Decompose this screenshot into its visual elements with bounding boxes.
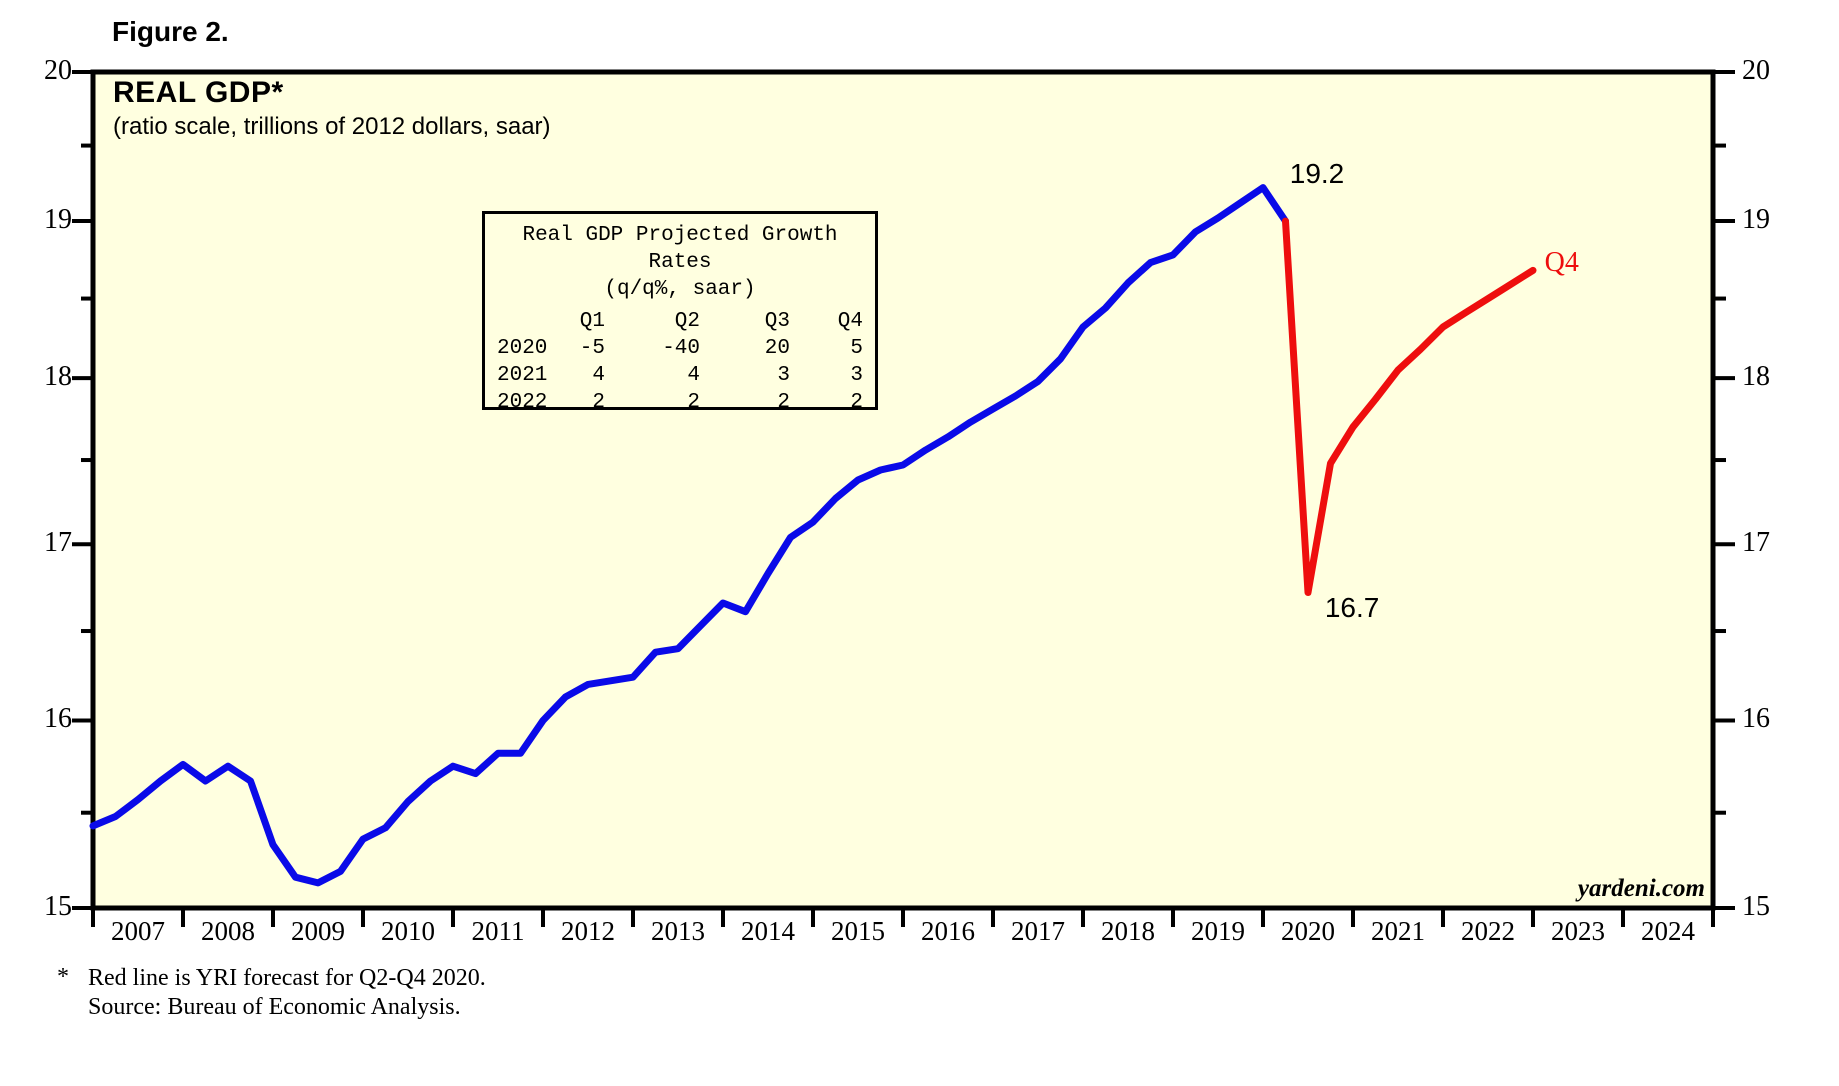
y-axis-label-left: 20 bbox=[44, 55, 72, 86]
x-axis-label: 2015 bbox=[831, 916, 885, 946]
y-axis-label-left: 18 bbox=[44, 361, 72, 393]
table-cell: 2 bbox=[592, 391, 605, 414]
table-cell: -40 bbox=[662, 337, 700, 360]
table-cell: Q3 bbox=[764, 310, 790, 333]
table-cell: 2 bbox=[687, 391, 700, 414]
table-cell: Q2 bbox=[674, 310, 700, 333]
x-axis-label: 2008 bbox=[201, 916, 255, 946]
y-axis-label-right: 19 bbox=[1742, 204, 1770, 236]
annotation-q4: Q4 bbox=[1544, 246, 1579, 278]
y-axis-label-left: 19 bbox=[44, 204, 72, 236]
x-axis-label: 2016 bbox=[921, 916, 975, 946]
x-axis-label: 2019 bbox=[1191, 916, 1245, 946]
table-cell: 3 bbox=[777, 364, 790, 387]
x-axis-label: 2014 bbox=[741, 916, 795, 946]
chart-subtitle: (ratio scale, trillions of 2012 dollars,… bbox=[113, 113, 551, 140]
table-cell: 20 bbox=[764, 337, 790, 360]
y-axis-label-left: 17 bbox=[44, 527, 72, 559]
table-cell: 2022 bbox=[497, 391, 548, 414]
projection-table-subtitle: (q/q%, saar) bbox=[604, 278, 756, 301]
table-cell: 2020 bbox=[497, 337, 548, 360]
table-row: 2020 -5 -40 20 5 bbox=[497, 335, 863, 362]
table-cell: 4 bbox=[592, 364, 605, 387]
x-axis-label: 2017 bbox=[1011, 916, 1065, 946]
actual-gdp-line bbox=[89, 184, 1289, 887]
chart-title: REAL GDP* bbox=[113, 76, 284, 109]
table-cell: Q1 bbox=[579, 310, 605, 333]
x-axis-label: 2018 bbox=[1101, 916, 1155, 946]
projection-table: Real GDP Projected Growth Rates (q/q%, s… bbox=[482, 211, 878, 414]
x-axis-label: 2013 bbox=[651, 916, 705, 946]
x-axis-label: 2023 bbox=[1551, 916, 1605, 946]
forecast-gdp-line bbox=[1282, 217, 1537, 596]
annotation-16-7: 16.7 bbox=[1324, 592, 1380, 624]
y-axis-label-right: 20 bbox=[1742, 55, 1770, 86]
x-axis-label: 2024 bbox=[1641, 916, 1695, 946]
projection-table-grid: Q1 Q2 Q3 Q4 2020 -5 -40 20 5 2021 4 4 3 3 2022 2 2 2 2 bbox=[497, 308, 863, 416]
footnote-line1: Red line is YRI forecast for Q2-Q4 2020. bbox=[88, 965, 486, 991]
table-cell: 3 bbox=[850, 364, 863, 387]
footnote-line2: Source: Bureau of Economic Analysis. bbox=[88, 994, 461, 1020]
x-axis-label: 2007 bbox=[111, 916, 165, 946]
watermark: yardeni.com bbox=[1577, 875, 1705, 902]
table-cell: 4 bbox=[687, 364, 700, 387]
table-cell: 2 bbox=[777, 391, 790, 414]
x-axis-label: 2009 bbox=[291, 916, 345, 946]
x-axis-label: 2011 bbox=[471, 916, 525, 946]
table-row: 2022 2 2 2 2 bbox=[497, 389, 863, 416]
x-axis-label: 2010 bbox=[381, 916, 435, 946]
y-axis-label-left: 16 bbox=[44, 703, 72, 735]
x-axis-label: 2020 bbox=[1281, 916, 1335, 946]
y-axis-label-left: 15 bbox=[44, 891, 72, 922]
x-axis-label: 2021 bbox=[1371, 916, 1425, 946]
table-cell: 2021 bbox=[497, 364, 548, 387]
x-axis-label: 2012 bbox=[561, 916, 615, 946]
table-cell: -5 bbox=[579, 337, 605, 360]
plot-frame bbox=[90, 69, 1716, 911]
table-row: Q1 Q2 Q3 Q4 bbox=[497, 308, 863, 335]
table-row: 2021 4 4 3 3 bbox=[497, 362, 863, 389]
figure-label: Figure 2. bbox=[112, 16, 229, 47]
footnote-asterisk: * bbox=[57, 964, 69, 990]
table-cell: 5 bbox=[850, 337, 863, 360]
table-cell: 2 bbox=[850, 391, 863, 414]
y-axis-label-right: 18 bbox=[1742, 361, 1770, 393]
projection-table-title: Real GDP Projected Growth Rates bbox=[522, 224, 838, 274]
y-axis-label-right: 15 bbox=[1742, 891, 1770, 922]
table-cell: Q4 bbox=[837, 310, 863, 333]
table-cell bbox=[497, 308, 557, 335]
y-axis-label-right: 16 bbox=[1742, 703, 1770, 735]
footnote: * Red line is YRI forecast for Q2-Q4 202… bbox=[57, 964, 486, 1022]
annotation-19-2: 19.2 bbox=[1289, 158, 1345, 190]
x-axis-label: 2022 bbox=[1461, 916, 1515, 946]
y-axis-label-right: 17 bbox=[1742, 527, 1770, 559]
